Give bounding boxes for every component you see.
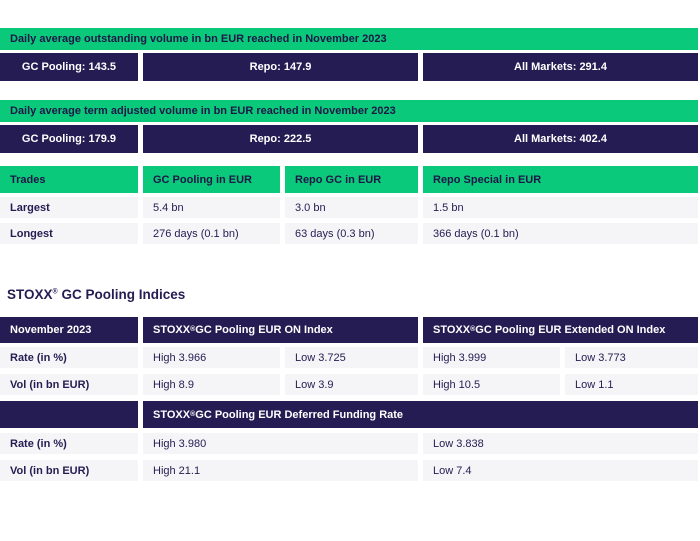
trades-row-longest: Longest 276 days (0.1 bn) 63 days (0.3 b… [0, 223, 698, 244]
outstanding-gc-pooling-value: GC Pooling: 143.5 [0, 53, 138, 81]
deferred-vol-high: High 21.1 [143, 460, 418, 481]
term-adjusted-volume-banner: Daily average term adjusted volume in bn… [0, 100, 698, 122]
term-adjusted-all-markets-value: All Markets: 402.4 [423, 125, 698, 153]
deferred-rate-row: Rate (in %) High 3.980 Low 3.838 [0, 433, 698, 454]
outstanding-all-markets-value: All Markets: 291.4 [423, 53, 698, 81]
trades-table-header: Trades GC Pooling in EUR Repo GC in EUR … [0, 166, 698, 193]
trades-col-header: Trades [0, 166, 138, 193]
report-page: Daily average outstanding volume in bn E… [0, 28, 700, 541]
longest-repo-gc-value: 63 days (0.3 bn) [285, 223, 418, 244]
outstanding-volume-values: GC Pooling: 143.5 Repo: 147.9 All Market… [0, 53, 698, 81]
deferred-vol-label: Vol (in bn EUR) [0, 460, 138, 481]
on-index-header: STOXX ® GC Pooling EUR ON Index [143, 317, 418, 343]
on-index-vol-high: High 8.9 [143, 374, 280, 395]
deferred-vol-low: Low 7.4 [423, 460, 698, 481]
outstanding-volume-banner: Daily average outstanding volume in bn E… [0, 28, 698, 50]
trades-row-largest: Largest 5.4 bn 3.0 bn 1.5 bn [0, 197, 698, 218]
deferred-funding-rate-header: STOXX ® GC Pooling EUR Deferred Funding R… [143, 401, 698, 428]
largest-gc-pooling-value: 5.4 bn [143, 197, 280, 218]
outstanding-repo-value: Repo: 147.9 [143, 53, 418, 81]
term-adjusted-gc-pooling-value: GC Pooling: 179.9 [0, 125, 138, 153]
indices-rate-row: Rate (in %) High 3.966 Low 3.725 High 3.… [0, 347, 698, 368]
on-index-rate-low: Low 3.725 [285, 347, 418, 368]
extended-index-rate-high: High 3.999 [423, 347, 560, 368]
longest-repo-special-value: 366 days (0.1 bn) [423, 223, 698, 244]
deferred-header-spacer [0, 401, 138, 428]
deferred-rate-label: Rate (in %) [0, 433, 138, 454]
indices-section-title: STOXX® GC Pooling Indices [7, 287, 186, 302]
deferred-table-header: STOXX ® GC Pooling EUR Deferred Funding R… [0, 401, 698, 428]
vol-label: Vol (in bn EUR) [0, 374, 138, 395]
extended-on-index-header: STOXX ® GC Pooling EUR Extended ON Index [423, 317, 698, 343]
indices-table-header: November 2023 STOXX ® GC Pooling EUR ON I… [0, 317, 698, 343]
largest-repo-special-value: 1.5 bn [423, 197, 698, 218]
largest-label: Largest [0, 197, 138, 218]
term-adjusted-volume-values: GC Pooling: 179.9 Repo: 222.5 All Market… [0, 125, 698, 153]
on-index-rate-high: High 3.966 [143, 347, 280, 368]
extended-index-vol-low: Low 1.1 [565, 374, 698, 395]
repo-gc-col-header: Repo GC in EUR [285, 166, 418, 193]
deferred-rate-low: Low 3.838 [423, 433, 698, 454]
term-adjusted-volume-title: Daily average term adjusted volume in bn… [10, 105, 396, 117]
longest-gc-pooling-value: 276 days (0.1 bn) [143, 223, 280, 244]
gc-pooling-col-header: GC Pooling in EUR [143, 166, 280, 193]
on-index-vol-low: Low 3.9 [285, 374, 418, 395]
term-adjusted-repo-value: Repo: 222.5 [143, 125, 418, 153]
deferred-vol-row: Vol (in bn EUR) High 21.1 Low 7.4 [0, 460, 698, 481]
extended-index-rate-low: Low 3.773 [565, 347, 698, 368]
period-header: November 2023 [0, 317, 138, 343]
longest-label: Longest [0, 223, 138, 244]
rate-label: Rate (in %) [0, 347, 138, 368]
repo-special-col-header: Repo Special in EUR [423, 166, 698, 193]
outstanding-volume-title: Daily average outstanding volume in bn E… [10, 33, 387, 45]
deferred-rate-high: High 3.980 [143, 433, 418, 454]
indices-vol-row: Vol (in bn EUR) High 8.9 Low 3.9 High 10… [0, 374, 698, 395]
largest-repo-gc-value: 3.0 bn [285, 197, 418, 218]
extended-index-vol-high: High 10.5 [423, 374, 560, 395]
